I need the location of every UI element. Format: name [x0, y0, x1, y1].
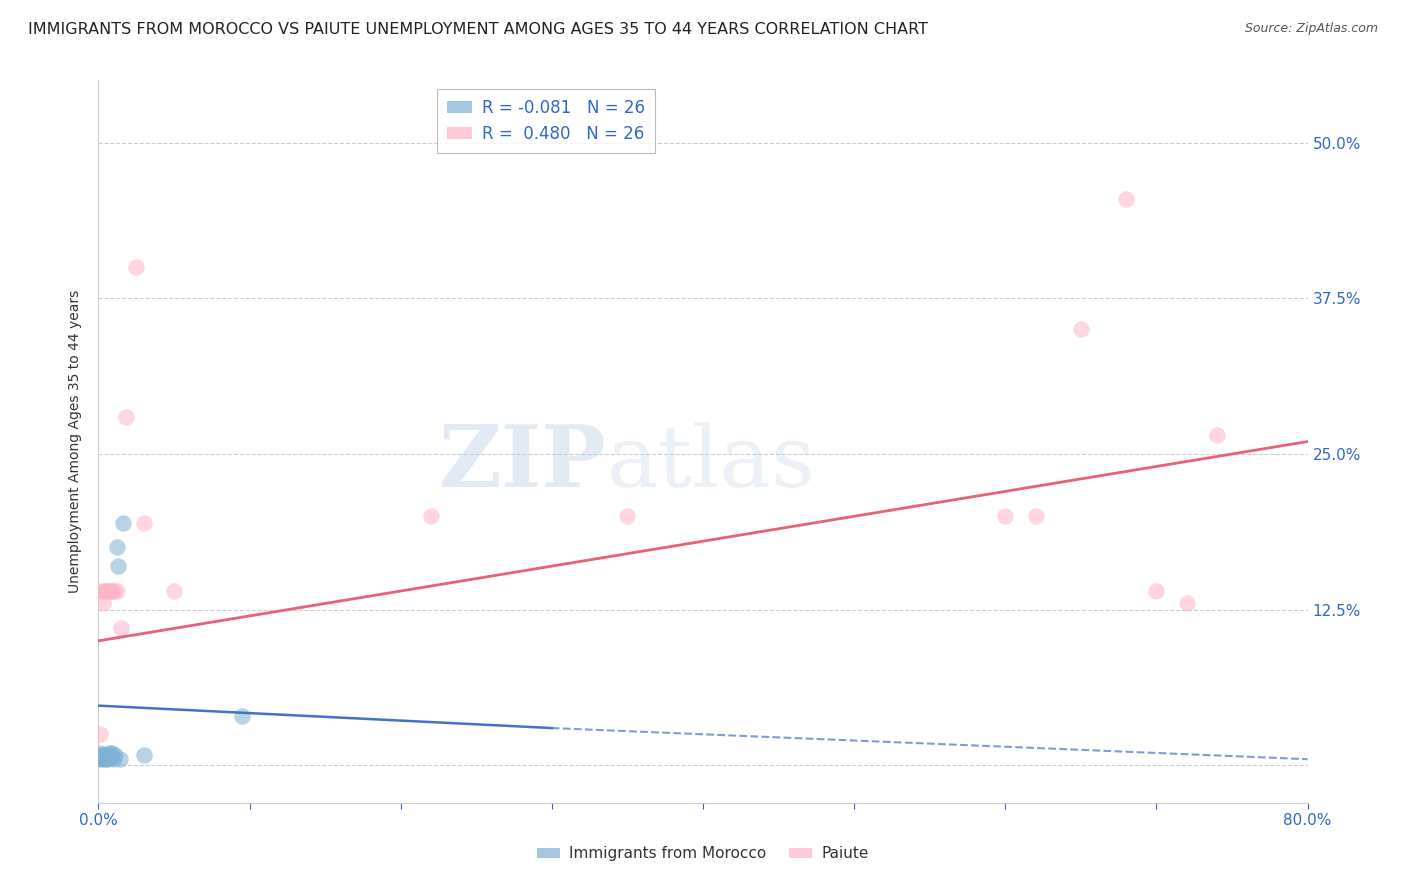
Point — [96, 748, 118, 763]
Point — [1024, 509, 1046, 524]
Point — [107, 559, 129, 574]
Point — [94, 752, 117, 766]
Point — [114, 409, 136, 424]
Text: IMMIGRANTS FROM MOROCCO VS PAIUTE UNEMPLOYMENT AMONG AGES 35 TO 44 YEARS CORRELA: IMMIGRANTS FROM MOROCCO VS PAIUTE UNEMPL… — [28, 22, 928, 37]
Point — [111, 516, 134, 530]
Point — [91, 748, 114, 763]
Y-axis label: Unemployment Among Ages 35 to 44 years: Unemployment Among Ages 35 to 44 years — [69, 290, 83, 593]
Point — [125, 260, 148, 274]
Point — [105, 584, 128, 599]
Point — [98, 751, 121, 765]
Point — [110, 621, 132, 635]
Point — [1144, 584, 1167, 599]
Text: ZIP: ZIP — [439, 421, 606, 505]
Point — [96, 752, 118, 766]
Point — [96, 584, 118, 599]
Point — [93, 751, 115, 765]
Point — [96, 584, 118, 599]
Point — [94, 749, 117, 764]
Point — [1115, 192, 1137, 206]
Point — [108, 752, 131, 766]
Point — [1206, 428, 1229, 442]
Point — [105, 541, 128, 555]
Point — [89, 727, 111, 741]
Point — [90, 748, 112, 763]
Legend: Immigrants from Morocco, Paiute: Immigrants from Morocco, Paiute — [531, 840, 875, 867]
Point — [163, 584, 186, 599]
Point — [89, 752, 111, 766]
Text: Source: ZipAtlas.com: Source: ZipAtlas.com — [1244, 22, 1378, 36]
Point — [91, 752, 114, 766]
Point — [101, 746, 124, 760]
Point — [101, 584, 124, 599]
Point — [616, 509, 638, 524]
Point — [100, 584, 122, 599]
Point — [93, 748, 115, 763]
Point — [1070, 322, 1092, 336]
Point — [91, 597, 114, 611]
Point — [420, 509, 443, 524]
Point — [104, 748, 127, 763]
Point — [100, 751, 122, 765]
Text: atlas: atlas — [606, 422, 815, 505]
Point — [231, 708, 253, 723]
Point — [132, 516, 155, 530]
Point — [90, 751, 112, 765]
Point — [96, 751, 118, 765]
Point — [89, 746, 111, 760]
Point — [94, 584, 117, 599]
Point — [132, 748, 155, 763]
Point — [103, 752, 125, 766]
Point — [90, 584, 112, 599]
Point — [994, 509, 1017, 524]
Point — [103, 584, 125, 599]
Point — [98, 584, 121, 599]
Point — [100, 748, 122, 763]
Point — [98, 746, 121, 760]
Point — [1175, 597, 1198, 611]
Point — [93, 584, 115, 599]
